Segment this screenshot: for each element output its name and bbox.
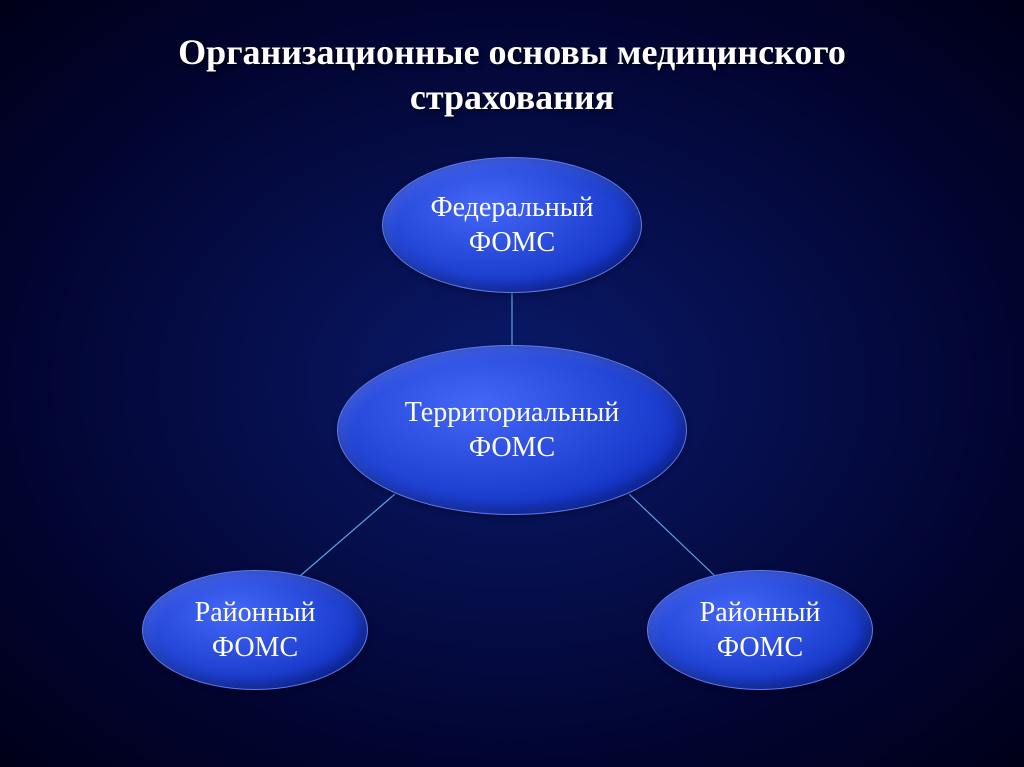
edge-center-right — [629, 494, 715, 576]
node-federal-line1: Федеральный — [430, 190, 593, 225]
org-diagram: Федеральный ФОМС Территориальный ФОМС Ра… — [0, 0, 1024, 767]
node-district-right-line2: ФОМС — [717, 630, 803, 665]
node-territorial-line1: Территориальный — [405, 395, 620, 430]
node-district-left-line1: Районный — [195, 595, 316, 630]
node-territorial: Территориальный ФОМС — [337, 345, 687, 515]
node-federal-line2: ФОМС — [469, 225, 555, 260]
node-territorial-line2: ФОМС — [469, 430, 555, 465]
edge-center-left — [300, 494, 395, 576]
node-district-left-line2: ФОМС — [212, 630, 298, 665]
node-district-right: Районный ФОМС — [647, 570, 873, 690]
node-district-right-line1: Районный — [700, 595, 821, 630]
node-federal: Федеральный ФОМС — [382, 157, 642, 293]
node-district-left: Районный ФОМС — [142, 570, 368, 690]
